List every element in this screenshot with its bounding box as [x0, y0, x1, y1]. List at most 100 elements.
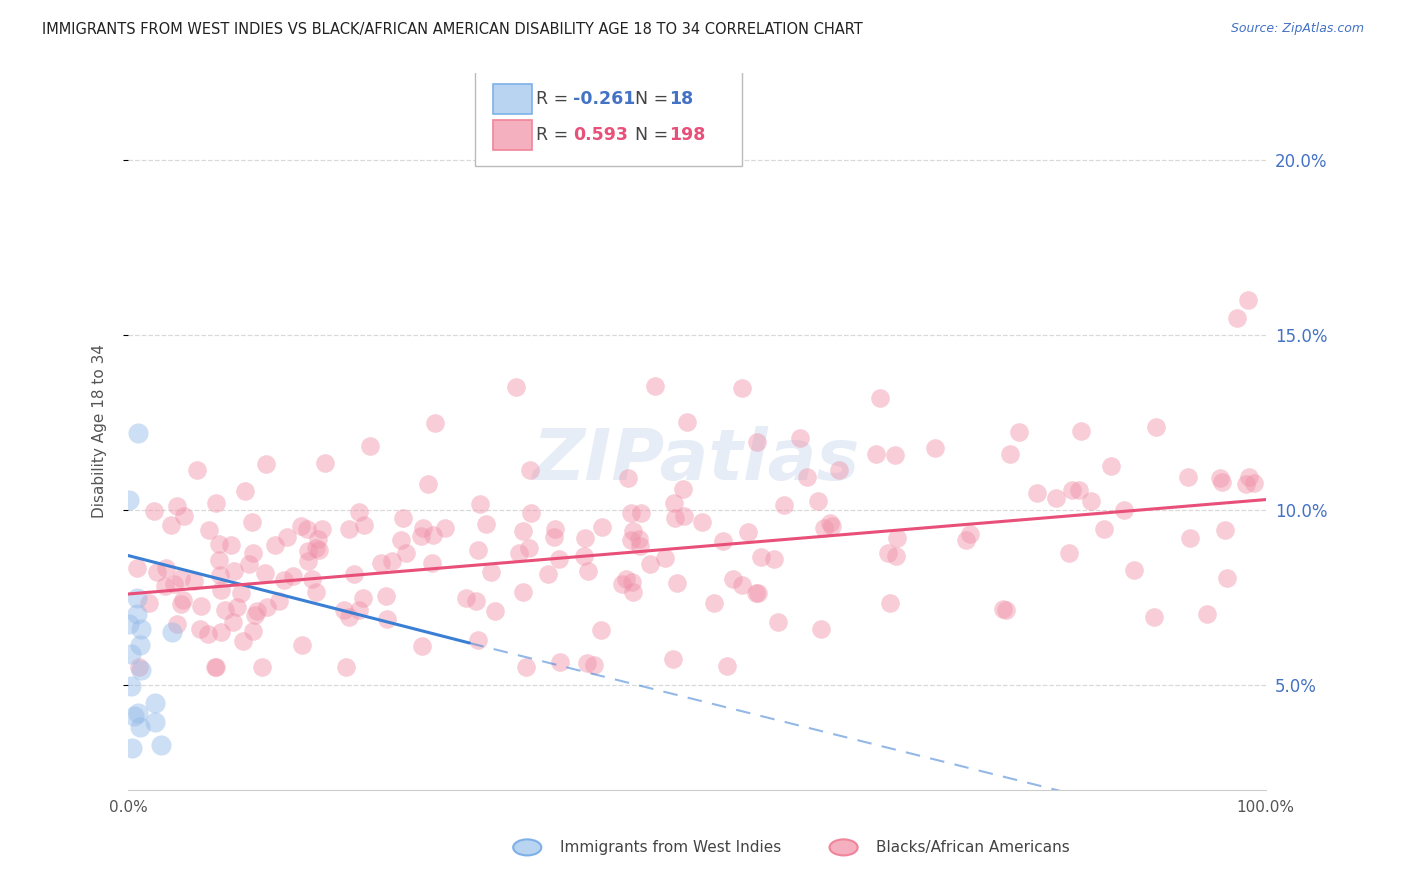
Point	[143, 504, 166, 518]
Point	[143, 715, 166, 730]
Text: -0.261: -0.261	[572, 90, 636, 108]
Point	[620, 533, 643, 547]
Point	[226, 600, 249, 615]
Point	[821, 519, 844, 533]
Point	[654, 550, 676, 565]
Point	[307, 532, 329, 546]
Point	[454, 591, 477, 605]
Point	[1092, 522, 1115, 536]
Point	[235, 484, 257, 499]
Point	[773, 498, 796, 512]
Point	[789, 432, 811, 446]
Point	[353, 517, 375, 532]
Point	[214, 603, 236, 617]
Point	[188, 623, 211, 637]
Point	[420, 556, 443, 570]
Point	[127, 426, 149, 441]
Point	[1112, 503, 1135, 517]
Point	[614, 572, 637, 586]
Point	[1007, 425, 1029, 440]
Point	[423, 416, 446, 430]
Point	[304, 585, 326, 599]
Point	[166, 617, 188, 632]
Text: N =: N =	[636, 126, 673, 144]
Point	[1234, 476, 1257, 491]
Point	[1197, 607, 1219, 622]
Point	[1099, 458, 1122, 473]
Point	[1215, 571, 1237, 585]
Point	[886, 531, 908, 545]
Point	[664, 496, 686, 510]
Point	[125, 607, 148, 621]
Point	[290, 518, 312, 533]
Point	[169, 598, 191, 612]
Point	[672, 482, 695, 496]
Point	[574, 531, 596, 545]
Point	[186, 463, 208, 477]
Point	[711, 534, 734, 549]
Point	[1122, 563, 1144, 577]
Text: R =: R =	[537, 126, 574, 144]
Point	[877, 546, 900, 560]
Point	[256, 457, 278, 471]
FancyBboxPatch shape	[475, 70, 742, 166]
Point	[548, 655, 571, 669]
Point	[337, 609, 360, 624]
Point	[474, 516, 496, 531]
Point	[512, 524, 534, 538]
Point	[264, 538, 287, 552]
Point	[335, 660, 357, 674]
Point	[155, 560, 177, 574]
Point	[810, 622, 832, 636]
Point	[467, 633, 489, 648]
Point	[664, 510, 686, 524]
Point	[370, 556, 392, 570]
Point	[464, 593, 486, 607]
Point	[1211, 475, 1233, 490]
Point	[411, 529, 433, 543]
Point	[737, 524, 759, 539]
Point	[763, 552, 786, 566]
Point	[621, 574, 644, 589]
Point	[128, 660, 150, 674]
Point	[349, 505, 371, 519]
Point	[129, 664, 152, 678]
Point	[1213, 523, 1236, 537]
Point	[796, 470, 818, 484]
Point	[359, 439, 381, 453]
Point	[959, 526, 981, 541]
Point	[731, 381, 754, 395]
Point	[470, 497, 492, 511]
Point	[332, 603, 354, 617]
Point	[749, 550, 772, 565]
Text: R =: R =	[537, 90, 574, 108]
Text: Blacks/African Americans: Blacks/African Americans	[876, 840, 1070, 855]
Point	[467, 543, 489, 558]
Point	[955, 533, 977, 548]
Point	[353, 591, 375, 606]
Point	[120, 679, 142, 693]
Point	[209, 567, 232, 582]
Point	[572, 549, 595, 563]
Point	[305, 541, 328, 556]
Point	[347, 602, 370, 616]
Point	[517, 541, 540, 555]
Point	[481, 566, 503, 580]
Point	[576, 564, 599, 578]
Point	[211, 582, 233, 597]
Point	[122, 708, 145, 723]
Point	[389, 533, 412, 547]
Point	[662, 652, 685, 666]
Point	[127, 561, 149, 575]
Text: N =: N =	[636, 90, 673, 108]
Text: Source: ZipAtlas.com: Source: ZipAtlas.com	[1230, 22, 1364, 36]
Point	[672, 509, 695, 524]
Point	[160, 625, 183, 640]
Y-axis label: Disability Age 18 to 34: Disability Age 18 to 34	[93, 344, 107, 518]
Point	[308, 543, 330, 558]
Point	[295, 522, 318, 536]
Point	[183, 574, 205, 588]
Point	[1069, 483, 1091, 498]
Text: ZIPatlas: ZIPatlas	[533, 425, 860, 494]
Point	[591, 623, 613, 637]
